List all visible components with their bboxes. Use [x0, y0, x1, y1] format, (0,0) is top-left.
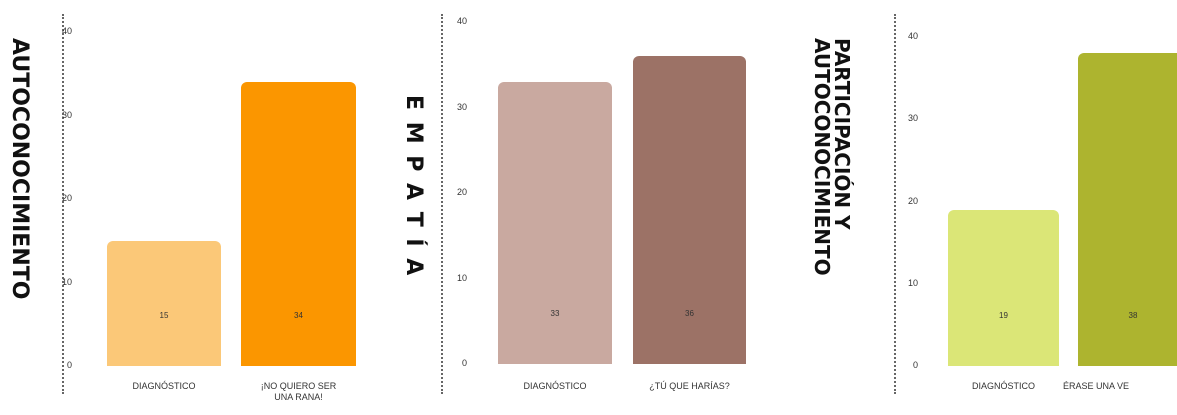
y-axis-line: [62, 14, 64, 394]
bar: [633, 56, 746, 364]
y-tick-label: 40: [61, 26, 72, 36]
y-tick-label: 40: [907, 31, 918, 41]
bar-value-label: 38: [1128, 311, 1138, 320]
y-tick-label: 0: [912, 360, 918, 370]
x-category-label: DIAGNÓSTICO: [523, 381, 587, 391]
bar-value-label: 19: [999, 311, 1008, 320]
chart-title: E M P A T Í A: [401, 95, 426, 278]
y-tick-label: 30: [907, 113, 918, 124]
x-category-label: ¡NO QUIERO SER UNA RANA!: [260, 381, 337, 402]
x-category-label: DIAGNÓSTICO: [132, 381, 196, 391]
bar-value-label: 15: [159, 311, 169, 320]
y-axis-line: [894, 14, 896, 394]
bar: [948, 209, 1059, 366]
y-tick-label: 0: [461, 358, 467, 368]
y-tick-label: 20: [907, 195, 918, 206]
chart-title: AUTOCONOCIMIENTO: [7, 38, 32, 300]
y-tick-label: 30: [456, 101, 467, 112]
y-axis-line: [441, 14, 443, 394]
bar-value-label: 34: [294, 311, 303, 320]
bar: [241, 82, 356, 366]
bar-value-label: 36: [685, 309, 694, 318]
y-tick-label: 20: [61, 193, 72, 203]
y-tick-label: 40: [456, 16, 467, 26]
y-tick-label: 0: [66, 360, 72, 370]
chart-title: PARTICIPACIÓN Y AUTOCONOCIMIENTO: [810, 38, 854, 276]
bar: [498, 81, 612, 364]
y-tick-label: 30: [61, 109, 72, 120]
bar-value-label: 33: [550, 309, 560, 318]
bar: [1078, 53, 1177, 366]
y-tick-label: 10: [61, 276, 72, 287]
y-tick-label: 10: [907, 277, 918, 288]
y-tick-label: 20: [456, 187, 467, 197]
x-category-label: ¿TÚ QUE HARÍAS?: [649, 381, 730, 391]
x-category-label: DIAGNÓSTICO: [971, 381, 1035, 391]
y-tick-label: 10: [456, 272, 467, 283]
x-category-label: ÉRASE UNA VE: [1063, 381, 1130, 391]
bar: [107, 240, 221, 366]
